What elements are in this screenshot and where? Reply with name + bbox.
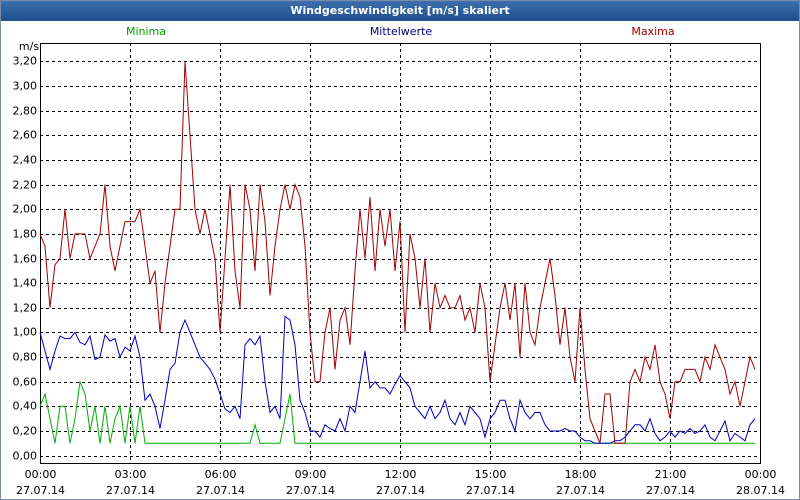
legend-label: Mittelwerte xyxy=(370,25,433,38)
x-tick-label: 21:00 xyxy=(655,468,687,481)
x-tick-label: 12:00 xyxy=(385,468,417,481)
x-tick-label: 18:00 xyxy=(565,468,597,481)
data-line xyxy=(39,315,756,444)
y-tick-label: 3,20 xyxy=(13,55,38,68)
y-tick-label: 1,80 xyxy=(13,228,38,241)
y-tick-label: 1,20 xyxy=(13,302,38,315)
x-tick-date: 27.07.14 xyxy=(16,484,65,497)
x-tick-label: 00:00 xyxy=(25,468,57,481)
x-tick-date: 27.07.14 xyxy=(286,484,335,497)
x-tick-label: 03:00 xyxy=(115,468,147,481)
x-tick-date: 27.07.14 xyxy=(196,484,245,497)
y-tick-label: 2,80 xyxy=(13,105,38,118)
y-tick-label: 2,60 xyxy=(13,129,38,142)
plot-frame xyxy=(40,43,761,464)
window-title: Windgeschwindigkeit [m/s] skaliert xyxy=(1,1,799,21)
y-tick-label: 1,60 xyxy=(13,253,38,266)
x-tick-date: 27.07.14 xyxy=(466,484,515,497)
y-tick-label: 0,80 xyxy=(13,351,38,364)
x-tick-label: 09:00 xyxy=(295,468,327,481)
y-tick-label: 3,00 xyxy=(13,80,38,93)
x-tick-date: 27.07.14 xyxy=(556,484,605,497)
x-tick-label: 15:00 xyxy=(475,468,507,481)
legend-label: Maxima xyxy=(631,25,674,38)
y-tick-label: 0,00 xyxy=(13,450,38,463)
x-tick-date: 28.07.14 xyxy=(736,484,785,497)
data-line xyxy=(39,379,755,444)
x-tick-date: 27.07.14 xyxy=(106,484,155,497)
y-tick-label: 2,20 xyxy=(13,179,38,192)
y-tick-label: 2,00 xyxy=(13,203,38,216)
y-tick-label: 0,40 xyxy=(13,400,38,413)
y-tick-label: 1,00 xyxy=(13,326,38,339)
chart: m/s 0,00 0,20 0,40 0,60 0,80 1,00 1,20 1,40 1,60 1… xyxy=(13,25,785,497)
x-tick-label: 06:00 xyxy=(205,468,237,481)
legend-label: Minima xyxy=(126,25,166,38)
y-tick-label: 1,40 xyxy=(13,277,38,290)
data-line xyxy=(39,61,756,444)
y-tick-label: 0,20 xyxy=(13,425,38,438)
y-axis-label: m/s xyxy=(19,40,39,53)
y-tick-label: 0,60 xyxy=(13,376,38,389)
x-tick-date: 27.07.14 xyxy=(376,484,425,497)
x-tick-date: 27.07.14 xyxy=(646,484,695,497)
y-tick-label: 2,40 xyxy=(13,154,38,167)
x-tick-label: 00:00 xyxy=(745,468,777,481)
